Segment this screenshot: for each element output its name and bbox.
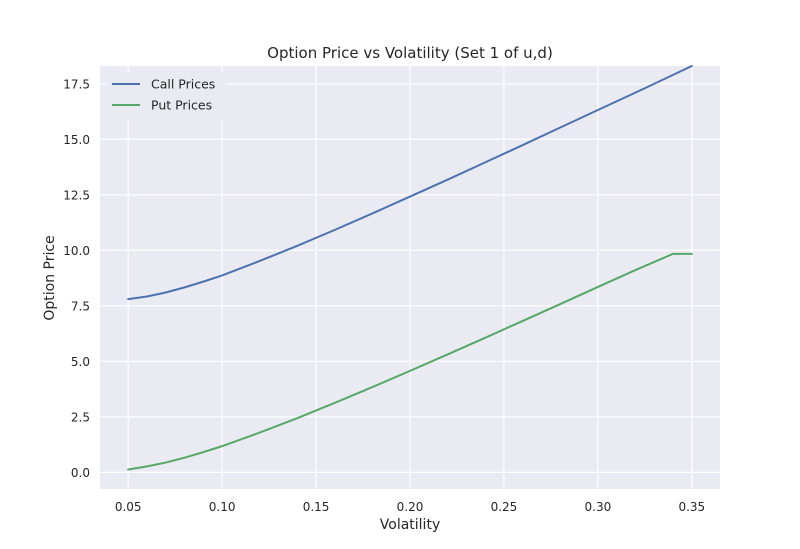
y-tick-label: 10.0	[63, 244, 90, 258]
chart-title: Option Price vs Volatility (Set 1 of u,d…	[267, 44, 553, 62]
x-tick-label: 0.15	[303, 500, 330, 514]
x-tick-label: 0.10	[209, 500, 236, 514]
y-tick-label: 5.0	[71, 355, 90, 369]
x-tick-label: 0.05	[115, 500, 142, 514]
y-tick-label: 17.5	[63, 77, 90, 91]
legend: Call Prices Put Prices	[106, 72, 226, 120]
y-tick-label: 2.5	[71, 410, 90, 424]
x-tick-label: 0.35	[678, 500, 705, 514]
x-tick-label: 0.30	[585, 500, 612, 514]
y-tick-label: 0.0	[71, 466, 90, 480]
grid	[100, 66, 720, 489]
y-tick-label: 12.5	[63, 188, 90, 202]
legend-label-call: Call Prices	[151, 77, 215, 92]
call-prices-line	[127, 65, 693, 301]
y-tick-label: 15.0	[63, 133, 90, 147]
x-tick-labels: 0.05 0.10 0.15 0.20 0.25 0.30 0.35	[115, 500, 705, 514]
x-axis-label: Volatility	[380, 517, 440, 533]
y-tick-labels: 0.0 2.5 5.0 7.5 10.0 12.5 15.0 17.5	[63, 77, 90, 480]
put-prices-line	[127, 252, 693, 471]
legend-box	[106, 72, 226, 120]
x-tick-label: 0.20	[397, 500, 424, 514]
y-axis-label: Option Price	[42, 235, 58, 320]
series-lines	[127, 65, 693, 471]
y-tick-label: 7.5	[71, 299, 90, 313]
legend-label-put: Put Prices	[151, 98, 212, 113]
x-tick-label: 0.25	[491, 500, 518, 514]
